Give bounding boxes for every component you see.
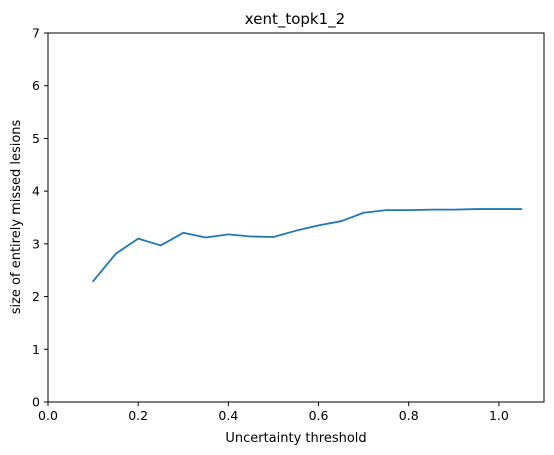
- x-axis-label: Uncertainty threshold: [225, 431, 366, 446]
- y-tick-label: 4: [32, 184, 40, 199]
- series-line: [92, 208, 523, 283]
- y-tick-label: 7: [32, 26, 40, 41]
- axis-ticks: 0.0 0.2 0.4 0.6 0.8 1.0 0 1 2 3 4 5 6 7: [32, 26, 509, 424]
- y-tick-label: 0: [32, 395, 40, 410]
- x-tick-label: 0.6: [309, 408, 329, 423]
- y-tick-label: 3: [32, 236, 40, 251]
- plot-frame: [47, 32, 545, 403]
- y-tick-label: 5: [32, 131, 40, 146]
- x-tick-label: 0.8: [399, 408, 419, 423]
- y-tick-label: 1: [32, 342, 40, 357]
- y-axis-label: size of entirely missed lesions: [9, 119, 24, 314]
- y-tick-label: 2: [32, 289, 40, 304]
- x-tick-label: 0.0: [38, 408, 58, 423]
- chart-title: xent_topk1_2: [245, 10, 345, 29]
- y-tick-label: 6: [32, 78, 40, 93]
- x-tick-label: 0.2: [128, 408, 148, 423]
- x-tick-label: 1.0: [489, 408, 509, 423]
- x-tick-label: 0.4: [218, 408, 238, 423]
- plot-area: [92, 208, 523, 283]
